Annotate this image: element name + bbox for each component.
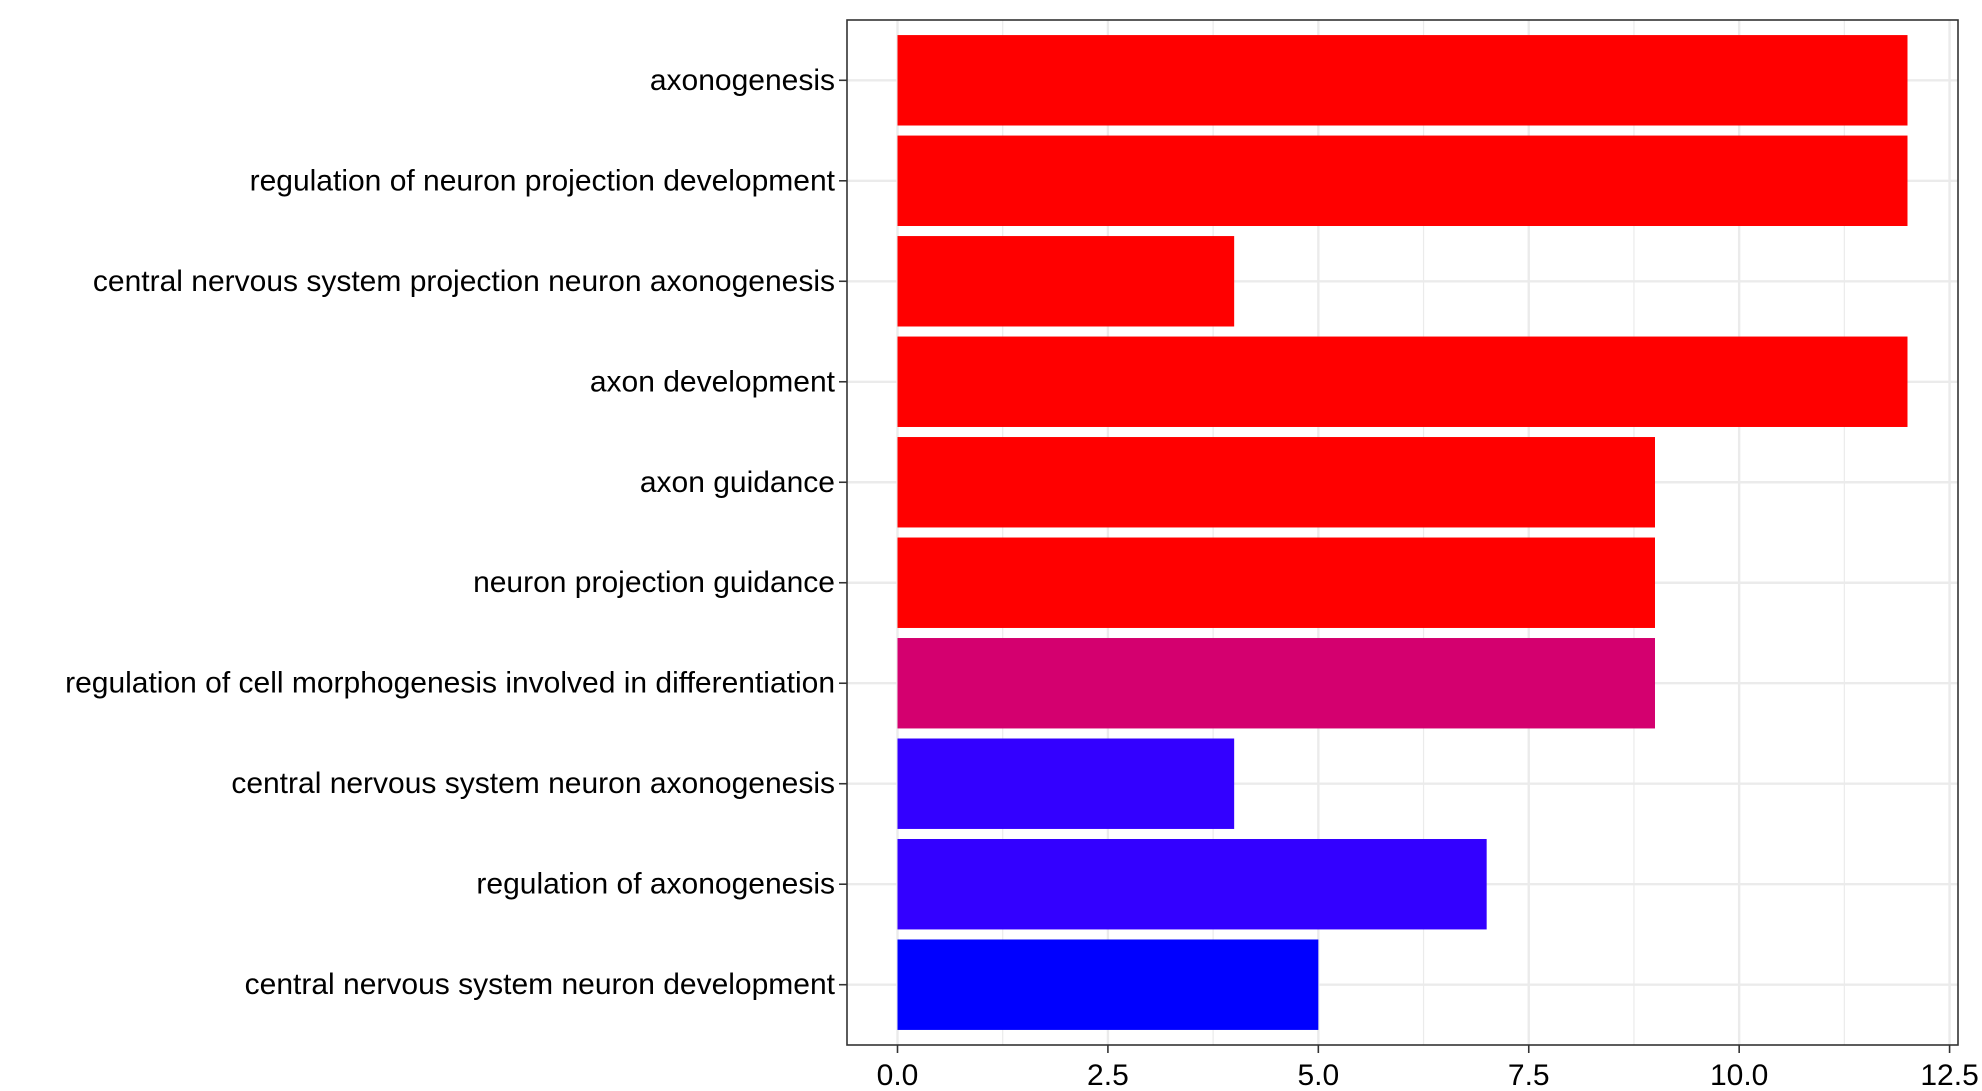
category-label: regulation of cell morphogenesis involve…	[65, 667, 835, 700]
bar	[897, 838, 1487, 930]
category-label: axonogenesis	[650, 64, 835, 97]
x-tick-label: 2.5	[1087, 1059, 1129, 1091]
category-label: central nervous system projection neuron…	[93, 265, 835, 298]
x-axis: 0.0 2.5 5.0 7.5 10.0 12.5	[877, 1045, 1979, 1091]
category-label: axon guidance	[640, 466, 835, 499]
category-label: regulation of neuron projection developm…	[250, 164, 836, 197]
category-label: axon development	[590, 365, 836, 398]
category-label: neuron projection guidance	[473, 566, 835, 599]
bar	[897, 135, 1908, 227]
x-tick-label: 7.5	[1508, 1059, 1550, 1091]
x-tick-label: 12.5	[1920, 1059, 1978, 1091]
bar	[897, 537, 1655, 628]
bar	[897, 738, 1235, 829]
bars	[897, 35, 1908, 1030]
bar	[897, 236, 1235, 327]
bar	[897, 437, 1655, 528]
category-label: central nervous system neuron developmen…	[245, 968, 836, 1001]
bar	[897, 35, 1908, 126]
category-label: central nervous system neuron axonogenes…	[231, 767, 835, 800]
bar	[897, 638, 1655, 729]
panel-border	[846, 19, 1959, 1046]
x-tick-label: 10.0	[1710, 1059, 1768, 1091]
category-label: regulation of axonogenesis	[476, 868, 835, 901]
bar	[897, 336, 1908, 427]
x-tick-label: 0.0	[877, 1059, 919, 1091]
bar	[897, 939, 1319, 1030]
y-axis: axonogenesis regulation of neuron project…	[65, 64, 847, 1001]
x-tick-label: 5.0	[1297, 1059, 1339, 1091]
